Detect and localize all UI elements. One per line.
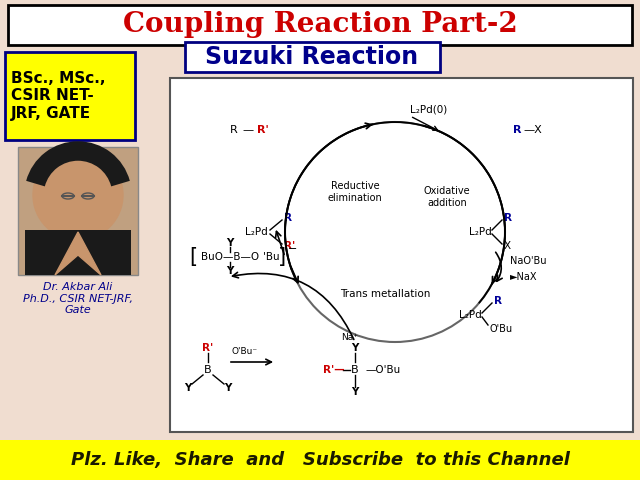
- Text: L₂Pd: L₂Pd: [469, 227, 492, 237]
- Text: Suzuki Reaction: Suzuki Reaction: [205, 45, 419, 69]
- Text: L₂Pd(0): L₂Pd(0): [410, 104, 447, 114]
- FancyBboxPatch shape: [5, 52, 135, 140]
- Text: Y: Y: [227, 238, 234, 248]
- FancyBboxPatch shape: [170, 78, 633, 432]
- Text: Y: Y: [351, 387, 358, 397]
- Text: Reductive
elimination: Reductive elimination: [328, 181, 382, 203]
- Text: Y: Y: [227, 266, 234, 276]
- Text: O'Bu⁻: O'Bu⁻: [232, 348, 258, 357]
- Text: Y: Y: [351, 343, 358, 353]
- Text: —: —: [242, 125, 253, 135]
- Text: −: −: [288, 244, 298, 254]
- FancyBboxPatch shape: [185, 42, 440, 72]
- Text: BuO—B—O: BuO—B—O: [201, 252, 259, 262]
- Text: R: R: [504, 213, 512, 223]
- Text: Y: Y: [224, 383, 232, 393]
- Text: [: [: [189, 247, 197, 267]
- Text: Oxidative
addition: Oxidative addition: [424, 186, 470, 208]
- Text: X: X: [504, 241, 511, 251]
- Text: R: R: [494, 296, 502, 306]
- Text: —O'Bu: —O'Bu: [365, 365, 400, 375]
- Text: Coupling Reaction Part-2: Coupling Reaction Part-2: [123, 12, 517, 38]
- Text: R: R: [230, 125, 237, 135]
- Text: BSc., MSc.,
CSIR NET-
JRF, GATE: BSc., MSc., CSIR NET- JRF, GATE: [11, 71, 106, 121]
- Circle shape: [33, 150, 123, 240]
- Polygon shape: [55, 232, 78, 275]
- Text: R: R: [284, 213, 292, 223]
- Text: B: B: [351, 365, 359, 375]
- Text: O'Bu: O'Bu: [490, 324, 513, 334]
- Text: B: B: [204, 365, 212, 375]
- Text: ►NaX: ►NaX: [510, 272, 538, 282]
- Text: L₂Pd: L₂Pd: [460, 310, 482, 320]
- Text: R': R': [284, 241, 295, 251]
- Text: 'Bu: 'Bu: [263, 252, 280, 262]
- Text: Na⁺: Na⁺: [342, 334, 358, 343]
- Text: Trans metallation: Trans metallation: [340, 289, 430, 299]
- Text: R': R': [202, 343, 214, 353]
- Text: Plz. Like,  Share  and   Subscribe  to this Channel: Plz. Like, Share and Subscribe to this C…: [70, 451, 570, 469]
- FancyBboxPatch shape: [18, 147, 138, 275]
- Polygon shape: [78, 232, 101, 275]
- Text: R: R: [513, 125, 522, 135]
- Text: R'—: R'—: [323, 365, 344, 375]
- FancyBboxPatch shape: [8, 5, 632, 45]
- Text: NaO'Bu: NaO'Bu: [510, 256, 547, 266]
- Text: —X: —X: [523, 125, 541, 135]
- FancyBboxPatch shape: [25, 230, 131, 275]
- Text: ]: ]: [278, 247, 286, 267]
- Text: L₂Pd: L₂Pd: [245, 227, 268, 237]
- Text: Dr. Akbar Ali
Ph.D., CSIR NET-JRF,
Gate: Dr. Akbar Ali Ph.D., CSIR NET-JRF, Gate: [23, 282, 133, 315]
- Text: Y: Y: [184, 383, 192, 393]
- Text: R': R': [257, 125, 269, 135]
- FancyBboxPatch shape: [0, 440, 640, 480]
